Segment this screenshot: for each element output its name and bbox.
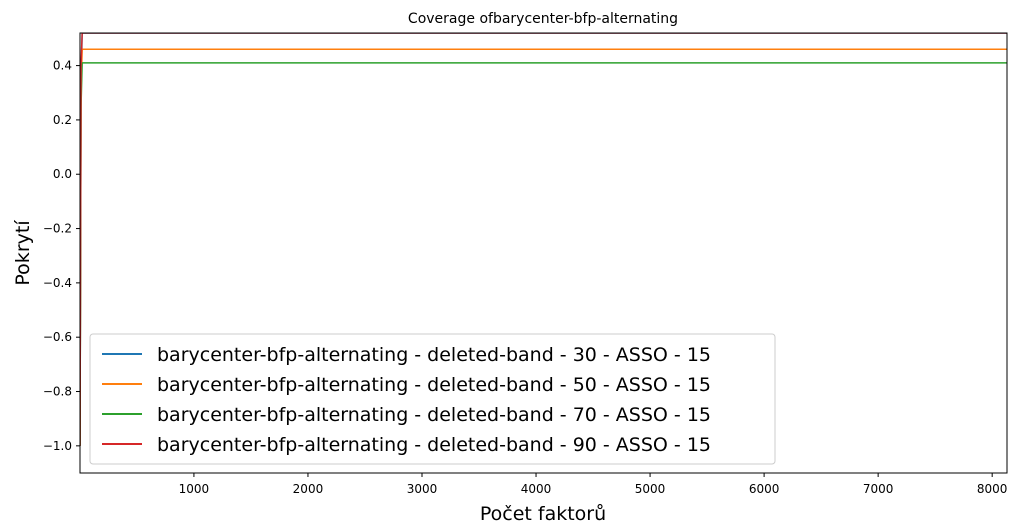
legend-label: barycenter-bfp-alternating - deleted-ban…: [157, 434, 711, 456]
x-tick-label: 1000: [179, 482, 210, 496]
plot-frame: [79, 32, 1008, 474]
y-tick-label: −0.6: [43, 330, 72, 344]
y-tick-label: −0.2: [43, 222, 72, 236]
x-tick-label: 8000: [977, 482, 1008, 496]
y-axis: 0.4 0.2 0.0 −0.2 −0.4 −0.6 −0.8 −1.0: [43, 59, 80, 453]
chart-title: Coverage ofbarycenter-bfp-alternating: [408, 11, 678, 27]
y-axis-label: Pokrytí: [12, 220, 34, 286]
series-line-3: [80, 33, 1007, 446]
legend-label: barycenter-bfp-alternating - deleted-ban…: [157, 374, 711, 396]
legend-label: barycenter-bfp-alternating - deleted-ban…: [157, 344, 711, 366]
y-tick-label: −1.0: [43, 439, 72, 453]
legend-label: barycenter-bfp-alternating - deleted-ban…: [157, 404, 711, 426]
legend: barycenter-bfp-alternating - deleted-ban…: [89, 333, 776, 465]
y-tick-label: 0.0: [53, 167, 72, 181]
y-tick-label: −0.8: [43, 385, 72, 399]
y-tick-label: −0.4: [43, 276, 72, 290]
x-axis-label: Počet faktorů: [480, 503, 606, 525]
series-layer: [80, 33, 1007, 446]
x-tick-label: 7000: [863, 482, 894, 496]
y-tick-label: 0.4: [53, 59, 72, 73]
x-tick-label: 5000: [635, 482, 666, 496]
x-tick-label: 2000: [293, 482, 324, 496]
x-tick-label: 6000: [749, 482, 780, 496]
x-tick-label: 4000: [521, 482, 552, 496]
y-tick-label: 0.2: [53, 113, 72, 127]
legend-box: [89, 333, 776, 465]
x-tick-label: 3000: [407, 482, 438, 496]
x-axis: 1000 2000 3000 4000 5000 6000 7000 8000: [179, 473, 1008, 496]
